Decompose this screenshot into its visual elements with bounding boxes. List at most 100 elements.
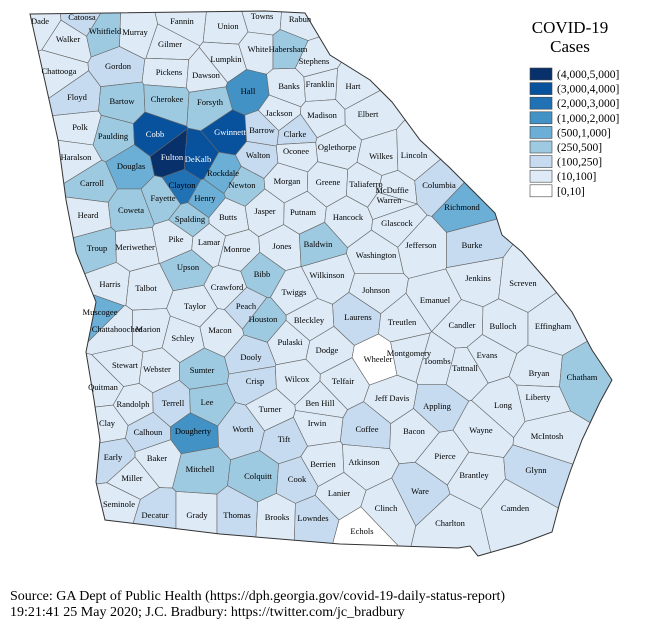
- county-label: Coffee: [356, 424, 379, 434]
- county-label: Morgan: [274, 176, 302, 186]
- county-label: Stephens: [299, 56, 330, 66]
- legend-label: (3,000,4,000]: [557, 84, 619, 96]
- county-label: Bibb: [254, 269, 271, 279]
- county-label: Chattahoochee: [92, 324, 143, 334]
- county-label: Troup: [87, 243, 107, 253]
- county-label: Lincoln: [401, 150, 428, 160]
- legend-label: (100,250]: [557, 157, 602, 169]
- county-label: Haralson: [61, 152, 92, 162]
- county-label: Rockdale: [207, 168, 239, 178]
- county-label: Butts: [219, 212, 237, 222]
- county-label: Jasper: [254, 206, 275, 216]
- county-label: Thomas: [223, 510, 250, 520]
- county-label: Charlton: [435, 518, 465, 528]
- county-label: Seminole: [103, 499, 135, 509]
- county-label: Macon: [208, 325, 232, 335]
- county-label: Warren: [377, 195, 403, 205]
- county-label: Lee: [201, 397, 214, 407]
- county-label: Bryan: [529, 368, 551, 378]
- county-label: Dawson: [192, 70, 221, 80]
- county-label: Quitman: [88, 382, 118, 392]
- county-label: Spalding: [175, 214, 206, 224]
- county-label: Henry: [194, 193, 216, 203]
- county-label: Burke: [462, 240, 483, 250]
- county-label: Pierce: [434, 451, 455, 461]
- county-label: Hart: [345, 81, 361, 91]
- county-label: Screven: [509, 278, 537, 288]
- county-label: Rabun: [289, 14, 312, 24]
- county-label: Twiggs: [282, 287, 307, 297]
- county-label: Habersham: [269, 44, 308, 54]
- county-label: Richmond: [444, 202, 480, 212]
- county-label: Fannin: [170, 16, 194, 26]
- legend-title: Cases: [550, 37, 590, 56]
- county-label: Catoosa: [68, 12, 96, 22]
- county-label: Bartow: [109, 96, 135, 106]
- county: [216, 485, 259, 556]
- county-label: Camden: [501, 503, 530, 513]
- county-label: Colquitt: [244, 471, 273, 481]
- county-label: Carroll: [80, 178, 105, 188]
- county-label: Cobb: [146, 129, 164, 139]
- county-label: Clarke: [284, 129, 307, 139]
- county-label: Banks: [278, 81, 299, 91]
- county-label: Bulloch: [490, 321, 518, 331]
- county-label: Wilkes: [369, 151, 393, 161]
- county-label: Irwin: [308, 418, 327, 428]
- state-outline: [29, 10, 613, 557]
- county-label: Franklin: [306, 79, 336, 89]
- county: [253, 493, 296, 556]
- county-label: Emanuel: [420, 295, 451, 305]
- county-label: Stewart: [112, 360, 139, 370]
- county-label: Floyd: [67, 92, 88, 102]
- county-label: Pickens: [156, 67, 182, 77]
- county-label: Chatham: [567, 372, 598, 382]
- county-label: Lanier: [328, 488, 350, 498]
- county-label: Jackson: [266, 108, 294, 118]
- county-label: Cherokee: [151, 94, 184, 104]
- county-label: Paulding: [98, 131, 129, 141]
- county-label: Liberty: [525, 392, 551, 402]
- legend-label: (1,000,2,000]: [557, 113, 619, 125]
- county-label: Worth: [232, 424, 254, 434]
- county-label: McIntosh: [531, 431, 564, 441]
- legend-swatch: [529, 82, 553, 95]
- county-label: Walker: [56, 34, 80, 44]
- county-label: Randolph: [116, 399, 150, 409]
- legend-swatch: [529, 169, 553, 183]
- legend-label: (500,1,000]: [557, 127, 611, 139]
- county-label: Calhoun: [134, 427, 164, 437]
- county-label: Pulaski: [277, 337, 303, 347]
- county-label: Towns: [251, 11, 274, 21]
- county-label: Houston: [249, 314, 279, 324]
- county-label: Dougherty: [175, 426, 212, 436]
- county-label: Dooly: [240, 352, 262, 362]
- county-label: Union: [217, 21, 239, 31]
- county-label: Berrien: [310, 459, 336, 469]
- county-label: Jeff Davis: [375, 393, 410, 403]
- county-label: Walton: [246, 150, 271, 160]
- county-label: Lumpkin: [210, 54, 242, 64]
- county-label: Coweta: [118, 205, 144, 215]
- county-label: Glascock: [381, 218, 413, 228]
- county-label: Laurens: [344, 312, 371, 322]
- county-label: McDuffie: [375, 185, 409, 195]
- legend-swatch: [529, 96, 553, 110]
- county-label: Wilkinson: [309, 270, 345, 280]
- county-label: Webster: [143, 364, 171, 374]
- county-label: Jones: [273, 241, 292, 251]
- county-label: Forsyth: [197, 97, 224, 107]
- county-label: Turner: [259, 404, 282, 414]
- county-label: Early: [104, 452, 123, 462]
- county-label: Upson: [177, 262, 200, 272]
- county-label: Fulton: [161, 152, 184, 162]
- county-label: Putnam: [290, 207, 316, 217]
- county-label: Wheeler: [364, 354, 393, 364]
- county-label: Sumter: [190, 365, 215, 375]
- legend-label: (250,500]: [557, 142, 602, 154]
- county-label: Decatur: [142, 510, 169, 520]
- county-label: Toombs: [423, 356, 450, 366]
- county-label: Clay: [99, 418, 116, 428]
- county-label: Long: [494, 400, 513, 410]
- county-label: Heard: [78, 210, 100, 220]
